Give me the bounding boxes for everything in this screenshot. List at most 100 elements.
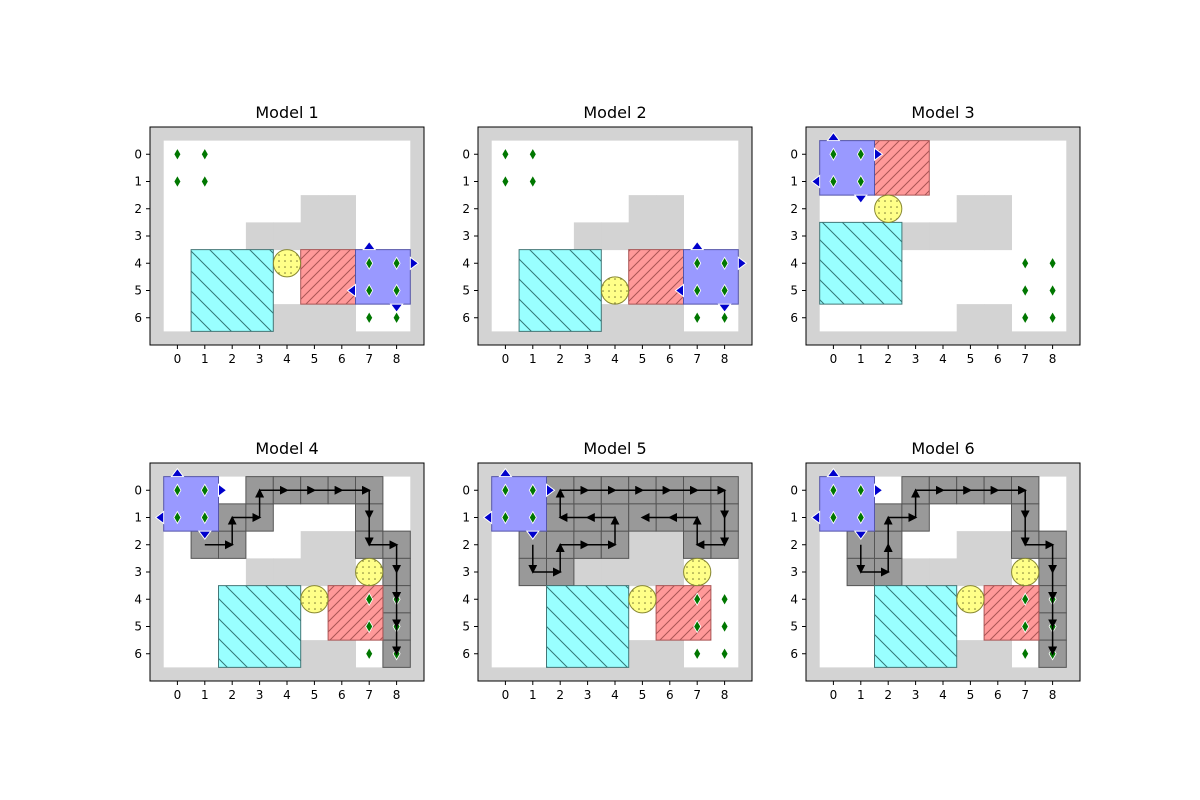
robot-arrow-left <box>346 283 356 298</box>
y-tick-label: 6 <box>134 311 142 325</box>
panels-root: Model 1 0 1 2 3 4 5 6 7 8 0 1 2 3 4 5 6 Model 2 0 1 2 3 4 5 6 7 8 0… <box>134 103 1081 702</box>
panel-1: Model 1 0 1 2 3 4 5 6 7 8 0 1 2 3 4 5 6 <box>134 103 425 366</box>
wall-cell <box>956 222 985 251</box>
wall-cell <box>901 222 930 251</box>
y-tick-label: 5 <box>790 284 798 298</box>
y-tick-label: 0 <box>790 483 798 497</box>
gem-marker <box>173 510 182 525</box>
wall-cell <box>956 531 985 559</box>
wall-cell <box>984 195 1012 223</box>
x-tick-label: 4 <box>611 688 619 702</box>
red-box-hatch <box>328 585 383 641</box>
gem-marker <box>173 174 182 189</box>
wall-cell <box>573 222 602 251</box>
robot-arrow-up <box>170 467 185 478</box>
x-tick-label: 7 <box>365 352 373 366</box>
red-box-hatch <box>656 585 711 641</box>
x-tick-label: 6 <box>666 688 674 702</box>
robot-arrow-right <box>737 256 748 271</box>
robot-arrow-down <box>197 530 212 540</box>
wall-cell <box>929 558 958 587</box>
gem-marker <box>528 174 537 189</box>
wall-cell <box>628 195 657 223</box>
red-box-hatch <box>874 140 930 196</box>
gem-marker <box>528 483 537 498</box>
robot-arrow-down <box>853 194 868 204</box>
y-tick-label: 1 <box>134 175 142 189</box>
gem-marker <box>200 147 209 162</box>
gem-marker <box>200 174 209 189</box>
wall-cell <box>956 304 985 332</box>
wall-cell <box>656 195 684 223</box>
wall-cell <box>601 304 630 332</box>
gem-marker <box>829 483 838 498</box>
robot-box <box>163 476 219 532</box>
gem-marker <box>392 310 401 325</box>
x-tick-label: 0 <box>174 688 182 702</box>
x-tick-label: 7 <box>1021 352 1029 366</box>
gem-marker <box>392 256 401 271</box>
x-tick-label: 0 <box>830 688 838 702</box>
y-tick-label: 6 <box>790 311 798 325</box>
x-tick-label: 3 <box>256 688 264 702</box>
wall-cell <box>984 304 1012 332</box>
x-tick-label: 5 <box>967 352 975 366</box>
y-tick-label: 1 <box>790 511 798 525</box>
robot-box <box>819 476 876 532</box>
gem-marker <box>720 283 729 298</box>
wall-cell <box>328 640 356 668</box>
robot-arrow-right <box>218 483 228 498</box>
gem-marker <box>1048 310 1057 325</box>
wall-cell <box>245 222 274 251</box>
x-tick-label: 2 <box>228 352 236 366</box>
panel-title: Model 4 <box>255 439 318 458</box>
x-tick-label: 0 <box>502 352 510 366</box>
red-box-hatch <box>300 249 356 305</box>
wall-cell <box>656 531 684 559</box>
wall-cell <box>300 222 329 251</box>
cyan-box-hatch <box>546 585 629 668</box>
yellow-ball-dots <box>355 558 383 586</box>
robot-box <box>355 249 411 305</box>
x-tick-label: 3 <box>912 688 920 702</box>
red-box-hatch <box>628 249 684 305</box>
x-tick-label: 5 <box>639 352 647 366</box>
y-tick-label: 1 <box>462 511 470 525</box>
y-tick-label: 5 <box>790 620 798 634</box>
gem-marker <box>1048 283 1057 298</box>
panel-title: Model 1 <box>255 103 318 122</box>
wall-cell <box>984 640 1012 668</box>
x-tick-label: 3 <box>912 352 920 366</box>
robot-arrow-down <box>525 530 540 540</box>
wall-cell <box>628 222 657 251</box>
gem-marker <box>693 619 702 634</box>
panel-2: Model 2 0 1 2 3 4 5 6 7 8 0 1 2 3 4 5 6 <box>462 103 753 366</box>
x-tick-label: 4 <box>939 688 947 702</box>
gem-marker <box>829 147 838 162</box>
gem-marker <box>501 147 510 162</box>
x-tick-label: 5 <box>311 352 319 366</box>
gem-marker <box>528 510 537 525</box>
y-tick-label: 4 <box>134 256 142 270</box>
x-tick-label: 6 <box>338 352 346 366</box>
y-tick-label: 4 <box>462 592 470 606</box>
x-tick-label: 4 <box>939 352 947 366</box>
gem-marker <box>392 283 401 298</box>
x-tick-label: 6 <box>666 352 674 366</box>
yellow-ball-dots <box>300 585 329 613</box>
wall-cell <box>328 558 356 587</box>
wall-cell <box>628 558 657 587</box>
wall-cell <box>956 558 985 587</box>
wall-cell <box>656 558 684 587</box>
gem-marker <box>501 174 510 189</box>
wall-cell <box>984 222 1012 251</box>
x-tick-label: 2 <box>228 688 236 702</box>
robot-arrow-right <box>409 256 420 271</box>
gem-marker <box>856 483 865 498</box>
panel-5: Model 5 0 1 2 3 4 5 6 7 8 0 1 2 3 4 5 6 <box>462 439 753 702</box>
gem-marker <box>1021 256 1030 271</box>
y-tick-label: 2 <box>790 202 798 216</box>
gem-marker <box>693 592 702 607</box>
x-tick-label: 6 <box>994 352 1002 366</box>
robot-box <box>491 476 548 532</box>
